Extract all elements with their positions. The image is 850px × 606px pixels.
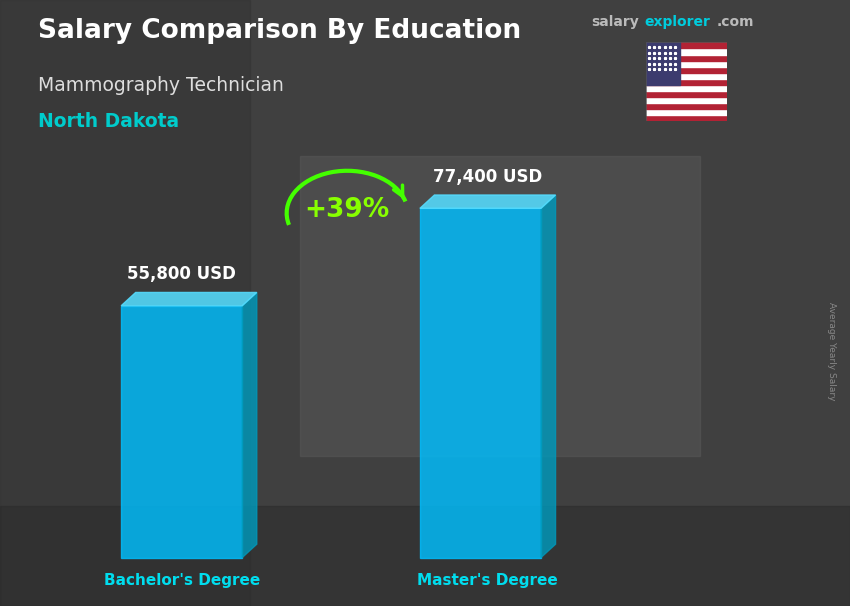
- Bar: [646, 97, 727, 103]
- Bar: [0, 506, 850, 606]
- Text: 55,800 USD: 55,800 USD: [128, 265, 236, 284]
- Bar: [646, 103, 727, 109]
- Polygon shape: [420, 195, 556, 208]
- Text: Average Yearly Salary: Average Yearly Salary: [827, 302, 836, 401]
- Text: Bachelor's Degree: Bachelor's Degree: [104, 573, 260, 588]
- Bar: [646, 42, 680, 85]
- Bar: [646, 109, 727, 115]
- Bar: [300, 156, 700, 456]
- Text: salary: salary: [591, 15, 638, 29]
- Bar: [646, 115, 727, 121]
- Bar: [646, 42, 727, 48]
- Text: 77,400 USD: 77,400 USD: [434, 168, 542, 186]
- Bar: [646, 73, 727, 79]
- Text: North Dakota: North Dakota: [38, 112, 179, 131]
- Text: Master's Degree: Master's Degree: [417, 573, 558, 588]
- Text: Mammography Technician: Mammography Technician: [38, 76, 284, 95]
- Bar: [646, 48, 727, 55]
- Polygon shape: [121, 306, 242, 558]
- Bar: [646, 61, 727, 67]
- Bar: [646, 79, 727, 85]
- Polygon shape: [121, 293, 257, 306]
- Polygon shape: [420, 208, 541, 558]
- Text: Salary Comparison By Education: Salary Comparison By Education: [38, 18, 521, 44]
- Bar: [646, 85, 727, 91]
- Text: explorer: explorer: [644, 15, 710, 29]
- Bar: [646, 55, 727, 61]
- Text: +39%: +39%: [304, 197, 390, 223]
- Bar: [646, 67, 727, 73]
- Polygon shape: [242, 293, 257, 558]
- Polygon shape: [541, 195, 556, 558]
- Text: .com: .com: [717, 15, 754, 29]
- Bar: [646, 91, 727, 97]
- Bar: [0, 0, 250, 606]
